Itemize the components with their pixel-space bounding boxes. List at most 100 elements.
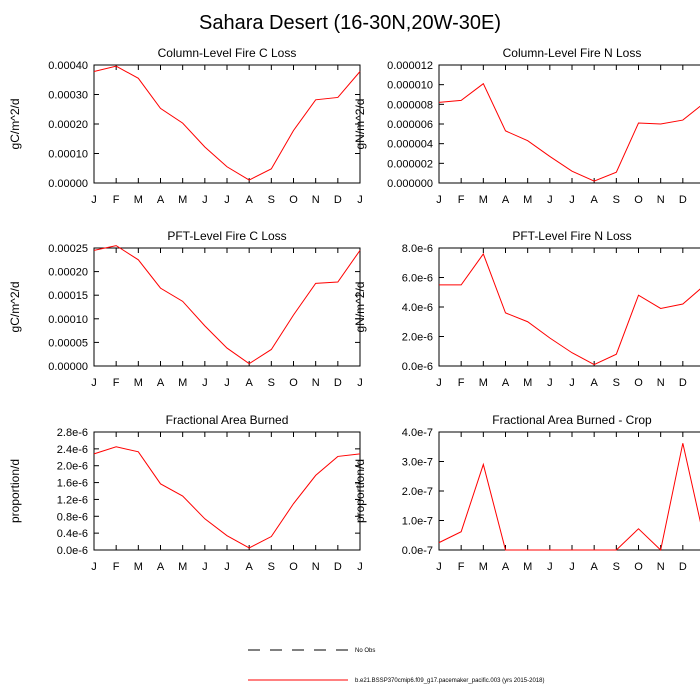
y-axis-label: gC/m^2/d xyxy=(8,99,22,150)
x-tick-label: N xyxy=(312,377,320,389)
chart-panel-1: Column-Level Fire C Loss 0.00000 0.00010 0.… xyxy=(8,46,363,206)
x-tick-label: O xyxy=(634,377,643,389)
x-tick-label: J xyxy=(436,561,442,573)
series-line-1 xyxy=(438,443,700,551)
chart-panel-6: Fractional Area Burned - Crop 0.0e-7 1.0e-… xyxy=(353,413,700,573)
y-tick-label: 0.00030 xyxy=(48,90,88,102)
y-tick-label: 0.0e-7 xyxy=(402,545,433,557)
x-tick-label: M xyxy=(523,194,532,206)
x-tick-label: D xyxy=(334,377,342,389)
y-axis-label: proportion/d xyxy=(8,459,22,523)
x-tick-label: J xyxy=(547,194,553,206)
chart-panel-5: Fractional Area Burned 0.0e-6 0.4e-6 0.8e-6… xyxy=(8,413,363,573)
chart-panel-3: PFT-Level Fire C Loss 0.00000 0.00005 0.000… xyxy=(8,229,363,389)
x-tick-label: S xyxy=(268,194,275,206)
x-tick-label: F xyxy=(458,377,465,389)
chart-title: Column-Level Fire C Loss xyxy=(158,46,297,60)
y-axis-label: gC/m^2/d xyxy=(8,282,22,333)
x-tick-label: M xyxy=(523,561,532,573)
y-tick-label: 2.8e-6 xyxy=(57,427,88,439)
y-tick-label: 0.000004 xyxy=(387,139,433,151)
y-tick-label: 0.000002 xyxy=(387,158,433,170)
x-tick-label: F xyxy=(458,561,465,573)
x-tick-label: N xyxy=(657,377,665,389)
y-tick-label: 2.0e-7 xyxy=(402,486,433,498)
y-tick-label: 4.0e-7 xyxy=(402,427,433,439)
y-tick-label: 0.0e-6 xyxy=(57,545,88,557)
x-tick-label: A xyxy=(590,194,598,206)
x-tick-label: S xyxy=(613,194,620,206)
legend-obs-label: No Obs xyxy=(355,648,375,654)
chart-title: Column-Level Fire N Loss xyxy=(503,46,642,60)
x-tick-label: A xyxy=(245,194,253,206)
panels: Column-Level Fire C Loss 0.00000 0.00010 0.… xyxy=(8,46,700,573)
y-tick-label: 8.0e-6 xyxy=(402,243,433,255)
y-tick-label: 2.4e-6 xyxy=(57,444,88,456)
series-line-1 xyxy=(438,82,700,182)
y-tick-label: 0.00015 xyxy=(48,290,88,302)
plot-frame xyxy=(438,247,700,367)
series-line-1 xyxy=(439,252,700,366)
plot-frame xyxy=(93,64,361,184)
x-tick-label: M xyxy=(134,194,143,206)
x-tick-label: J xyxy=(357,377,363,389)
x-tick-label: A xyxy=(157,377,165,389)
x-tick-label: J xyxy=(569,377,575,389)
y-axis-label: gN/m^2/d xyxy=(353,282,367,333)
plot-frame xyxy=(93,431,361,551)
y-axis-label: gN/m^2/d xyxy=(353,99,367,150)
x-tick-label: D xyxy=(679,377,687,389)
x-tick-label: M xyxy=(523,377,532,389)
y-axis-label: proportion/d xyxy=(353,459,367,523)
x-tick-label: S xyxy=(613,377,620,389)
page-title: Sahara Desert (16-30N,20W-30E) xyxy=(199,12,501,34)
x-tick-label: D xyxy=(679,561,687,573)
x-tick-label: A xyxy=(590,377,598,389)
x-tick-label: S xyxy=(268,561,275,573)
x-tick-label: S xyxy=(613,561,620,573)
y-tick-label: 2.0e-6 xyxy=(402,332,433,344)
y-tick-label: 0.000008 xyxy=(387,99,433,111)
x-tick-label: J xyxy=(91,377,97,389)
y-tick-label: 0.8e-6 xyxy=(57,511,88,523)
y-tick-label: 0.00025 xyxy=(48,243,88,255)
y-tick-label: 0.00020 xyxy=(48,119,88,131)
x-tick-label: J xyxy=(202,377,208,389)
y-tick-label: 2.0e-6 xyxy=(57,461,88,473)
y-tick-label: 0.000010 xyxy=(387,80,433,92)
y-tick-label: 4.0e-6 xyxy=(402,302,433,314)
y-tick-label: 1.6e-6 xyxy=(57,478,88,490)
y-tick-label: 0.00010 xyxy=(48,314,88,326)
x-tick-label: M xyxy=(479,561,488,573)
y-tick-label: 0.00000 xyxy=(48,178,88,190)
y-tick-label: 0.000000 xyxy=(387,178,433,190)
y-tick-label: 0.00000 xyxy=(48,361,88,373)
x-tick-label: J xyxy=(224,377,230,389)
x-tick-label: F xyxy=(458,194,465,206)
x-tick-label: A xyxy=(245,561,253,573)
y-tick-label: 6.0e-6 xyxy=(402,273,433,285)
y-tick-label: 0.000006 xyxy=(387,119,433,131)
x-tick-label: A xyxy=(157,561,165,573)
y-tick-label: 0.00040 xyxy=(48,60,88,72)
x-tick-label: A xyxy=(502,377,510,389)
x-tick-label: J xyxy=(547,377,553,389)
chart-title: Fractional Area Burned xyxy=(166,413,289,427)
x-tick-label: O xyxy=(289,377,298,389)
x-tick-label: M xyxy=(479,377,488,389)
chart-panel-4: PFT-Level Fire N Loss 0.0e-6 2.0e-6 4.0e-6 6… xyxy=(353,229,700,389)
x-tick-label: F xyxy=(113,377,120,389)
x-tick-label: M xyxy=(178,377,187,389)
x-tick-label: F xyxy=(113,194,120,206)
y-tick-label: 1.2e-6 xyxy=(57,494,88,506)
x-tick-label: N xyxy=(657,561,665,573)
x-tick-label: M xyxy=(134,561,143,573)
x-tick-label: D xyxy=(679,194,687,206)
x-tick-label: O xyxy=(289,194,298,206)
series-line-1 xyxy=(93,446,361,549)
y-tick-label: 0.000012 xyxy=(387,60,433,72)
y-tick-label: 0.4e-6 xyxy=(57,528,88,540)
x-tick-label: A xyxy=(502,561,510,573)
x-tick-label: J xyxy=(357,561,363,573)
